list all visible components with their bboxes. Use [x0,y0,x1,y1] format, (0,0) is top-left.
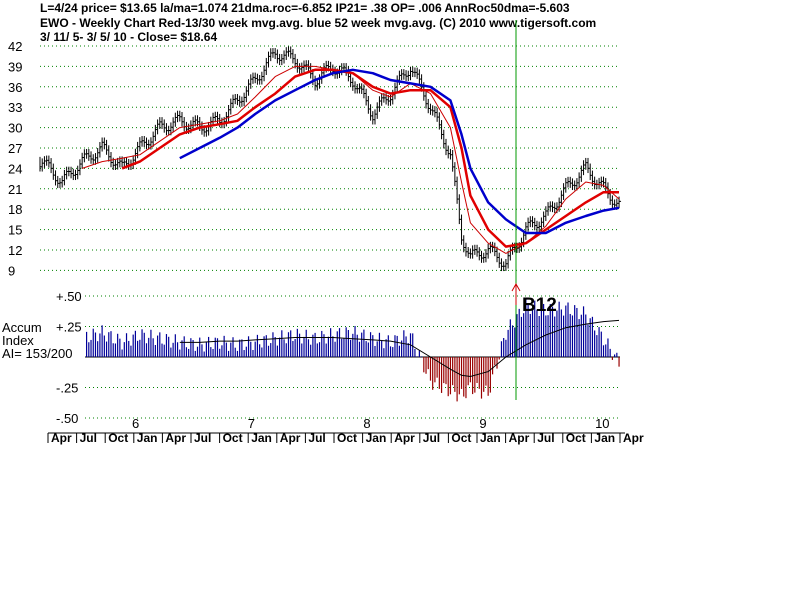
price-y-tick: 15 [8,223,22,238]
x-tick-month: Apr [394,431,415,445]
ai-y-tick: +.25 [56,320,82,335]
price-y-tick: 33 [8,100,22,115]
x-tick-month: Oct [451,431,471,445]
x-tick-month: Jan [137,431,158,445]
x-year-label: 10 [595,416,609,431]
x-tick-month: Jan [594,431,615,445]
header-line-2: EWO - Weekly Chart Red-13/30 week mvg.av… [40,16,596,30]
x-tick-month: Oct [223,431,243,445]
x-tick-month: Jul [80,431,97,445]
x-year-label: 6 [132,416,139,431]
header-line-3: 3/ 11/ 5- 3/ 5/ 10 - Close= $18.64 [40,30,217,44]
x-tick-month: Apr [51,431,72,445]
x-year-label: 8 [363,416,370,431]
x-tick-month: Apr [509,431,530,445]
x-tick-month: Jul [308,431,325,445]
x-tick-month: Jul [537,431,554,445]
price-y-tick: 36 [8,80,22,95]
indicator-label-index: Index [2,333,34,348]
x-year-label: 7 [248,416,255,431]
ma30-line [121,68,619,248]
signal-label: B12 [522,295,557,316]
ai-ma-line [179,319,620,378]
time-axis: Apr Jul Oct Jan Apr Jul Oct Jan Apr Jul Oct Jan Apr J… [47,416,644,445]
ma52-line [179,68,620,235]
indicator-label-accum: Accum [2,320,42,335]
x-tick-month: Jul [423,431,440,445]
price-y-tick: 39 [8,59,22,74]
x-tick-month: Apr [165,431,186,445]
price-y-tick: 9 [8,263,15,278]
x-tick-month: Oct [337,431,357,445]
x-tick-month: Oct [566,431,586,445]
ai-y-tick: -.50 [56,411,78,426]
header-line-1: L=4/24 price= $13.65 la/ma=1.074 21dma.r… [40,1,570,15]
price-y-tick: 21 [8,182,22,197]
x-tick-month: Jan [251,431,272,445]
x-year-label: 9 [479,416,486,431]
x-tick-month: Apr [623,431,644,445]
x-tick-month: Jan [366,431,387,445]
price-y-tick: 18 [8,202,22,217]
x-tick-month: Jul [194,431,211,445]
price-y-tick: 30 [8,121,22,136]
x-tick-month: Oct [108,431,128,445]
price-y-tick: 42 [8,39,22,54]
accum-index-panel: +.50 +.25 -.25 -.50 [56,20,620,426]
price-y-tick: 12 [8,243,22,258]
price-panel: 42 39 36 33 30 27 24 21 18 15 12 9 [8,39,622,278]
price-y-tick: 24 [8,161,22,176]
price-y-tick: 27 [8,141,22,156]
ai-y-tick: -.25 [56,381,78,396]
x-tick-month: Jan [480,431,501,445]
signal-arrow-head [511,282,521,292]
indicator-label-ai: AI= 153/200 [2,346,72,361]
x-tick-month: Apr [280,431,301,445]
ma13-line [82,65,620,254]
ai-y-tick: +.50 [56,289,82,304]
